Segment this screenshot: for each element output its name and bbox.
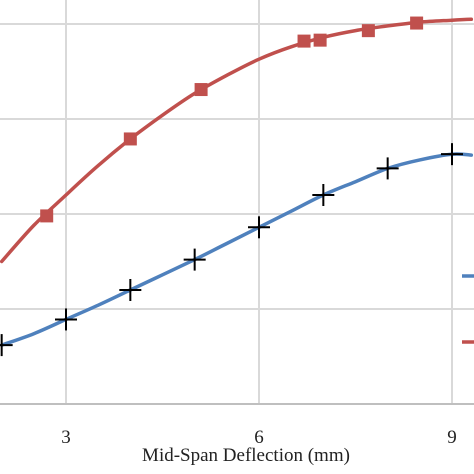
- data-point: [248, 216, 270, 239]
- data-point: [410, 16, 424, 30]
- x-axis-title: Mid-Span Deflection (mm): [142, 445, 350, 466]
- data-point: [183, 248, 206, 271]
- series-layer: [0, 16, 474, 357]
- data-point: [312, 184, 335, 206]
- x-tick-label: 9: [447, 427, 457, 448]
- data-point: [361, 24, 375, 38]
- series-line: [0, 17, 474, 264]
- data-point: [123, 132, 137, 146]
- series-2: [0, 143, 474, 357]
- data-point: [313, 33, 327, 47]
- data-point: [0, 334, 13, 357]
- grid-layer: [0, 0, 474, 404]
- series-1: [0, 16, 474, 264]
- x-tick-label: 3: [61, 427, 71, 448]
- data-point: [376, 157, 399, 180]
- x-tick-label: 6: [254, 427, 264, 448]
- data-point: [194, 83, 208, 97]
- data-point: [55, 308, 77, 331]
- data-point: [40, 209, 54, 223]
- data-point: [441, 143, 463, 166]
- legend: [462, 274, 474, 344]
- series-line: [0, 152, 474, 347]
- label-layer: Mid-Span Deflection (mm) 3 6 9: [61, 427, 457, 466]
- data-point: [297, 34, 311, 48]
- data-point: [119, 279, 142, 301]
